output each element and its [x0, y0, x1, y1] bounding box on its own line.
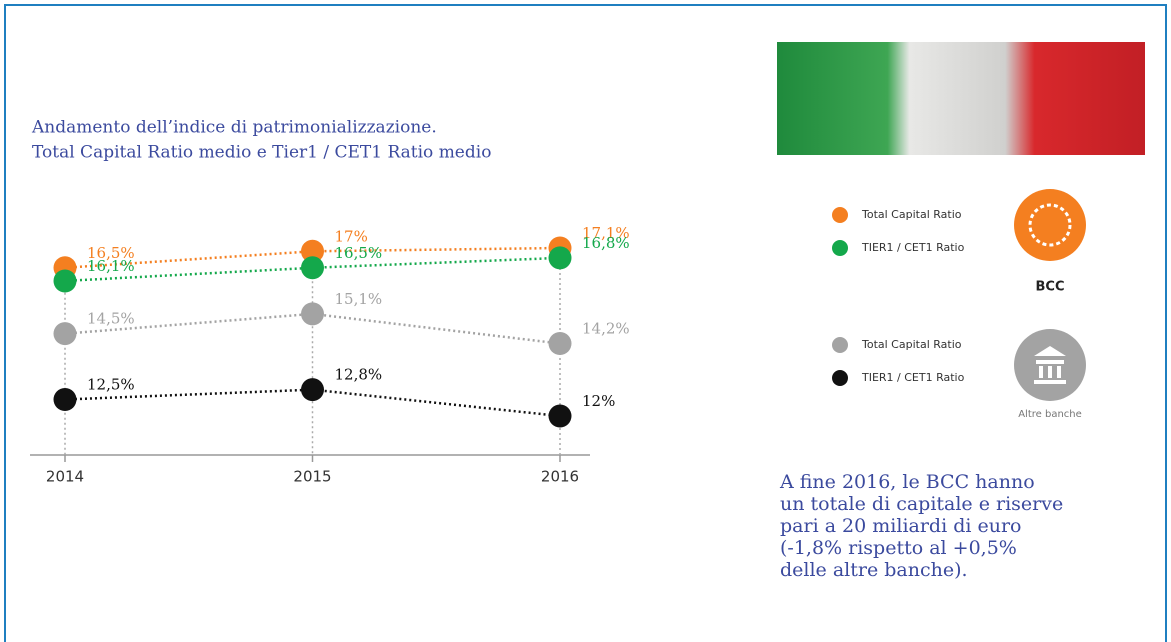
- annotation: delle altre banche).: [780, 559, 968, 581]
- legend-label: Total Capital Ratio: [861, 338, 962, 351]
- value-label: 14,2%: [582, 320, 630, 338]
- value-label: 12,5%: [87, 376, 135, 394]
- value-label: 16,5%: [87, 244, 135, 262]
- flag: [777, 42, 1145, 155]
- point: [548, 404, 572, 428]
- point: [53, 322, 77, 346]
- legend-label: TIER1 / CET1 Ratio: [861, 371, 965, 384]
- bank-icon: [1034, 346, 1066, 384]
- point: [301, 239, 324, 263]
- annotation: pari a 20 miliardi di euro: [780, 515, 1022, 537]
- legend-group: Altre banche: [1018, 409, 1082, 420]
- legend-swatch: [832, 337, 848, 353]
- point: [53, 388, 77, 412]
- point: [53, 269, 77, 293]
- annotation: un totale di capitale e riserve: [780, 493, 1063, 515]
- x-tick-label: 2015: [293, 468, 331, 486]
- legend-swatch: [832, 240, 848, 256]
- x-tick-label: 2014: [46, 468, 84, 486]
- bank-logo: [1014, 329, 1086, 401]
- legend-swatch: [832, 207, 848, 223]
- value-label: 16,8%: [582, 234, 630, 252]
- value-label: 14,5%: [87, 310, 135, 328]
- annotation: (-1,8% rispetto al +0,5%: [780, 537, 1017, 559]
- value-label: 16,5%: [335, 244, 383, 262]
- legend-label: Total Capital Ratio: [861, 208, 962, 221]
- annotation: A fine 2016, le BCC hanno: [779, 471, 1035, 493]
- point: [548, 246, 572, 270]
- legend-swatch: [832, 370, 848, 386]
- frame: [4, 4, 1167, 642]
- legend-group: BCC: [1036, 280, 1065, 295]
- value-label: 12%: [582, 392, 615, 410]
- legend-label: TIER1 / CET1 Ratio: [861, 241, 965, 254]
- value-label: 16,1%: [87, 257, 135, 275]
- point: [301, 302, 324, 326]
- value-label: 17%: [335, 227, 368, 245]
- value-label: 17,1%: [582, 224, 630, 242]
- point: [548, 332, 572, 356]
- point: [301, 256, 324, 280]
- x-tick-label: 2016: [541, 468, 579, 486]
- bcc-logo-mark: [1028, 203, 1072, 247]
- chart-title: Total Capital Ratio medio e Tier1 / CET1…: [32, 143, 491, 163]
- value-label: 12,8%: [335, 366, 383, 384]
- chart-title: Andamento dell’indice di patrimonializza…: [31, 118, 437, 138]
- point: [301, 378, 324, 402]
- value-label: 15,1%: [335, 290, 383, 308]
- bcc-logo: [1014, 189, 1086, 261]
